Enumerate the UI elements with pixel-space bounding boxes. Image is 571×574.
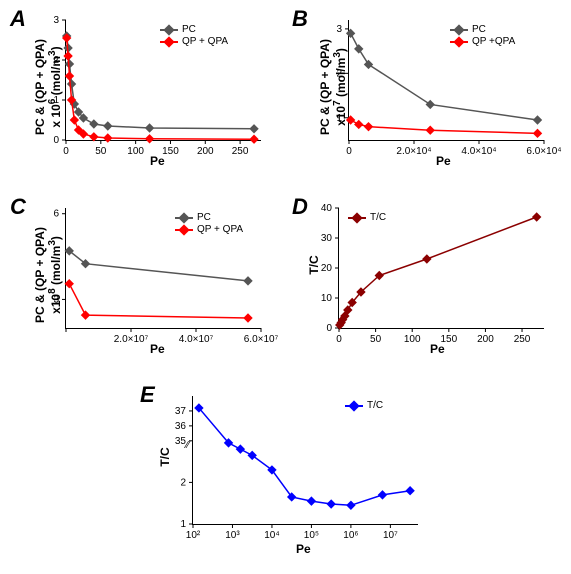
svg-text:100: 100 — [127, 146, 144, 157]
legend-d: T/C — [348, 212, 386, 224]
svg-text:2.0×10⁴: 2.0×10⁴ — [396, 146, 431, 157]
axis-break-icon: ⁄⁄ — [186, 440, 189, 451]
legend-a: PC QP + QPA — [160, 24, 228, 48]
panel-label-c: C — [10, 194, 26, 220]
xlabel-d: Pe — [430, 342, 445, 356]
ylabel-c: PC & (QP + QPA) x108 (mol/m3) — [33, 215, 63, 335]
svg-text:2.0×10⁷: 2.0×10⁷ — [114, 334, 149, 345]
legend-item-pc: PC — [160, 24, 228, 35]
panel-label-e: E — [140, 382, 155, 408]
svg-text:10⁵: 10⁵ — [304, 530, 319, 541]
legend-item-pc: PC — [175, 212, 243, 223]
series-d: 050100150200250010203040 — [339, 208, 544, 328]
legend-item-qp: QP + QPA — [160, 36, 228, 47]
panel-label-d: D — [292, 194, 308, 220]
svg-text:50: 50 — [95, 146, 107, 157]
svg-text:30: 30 — [321, 233, 333, 244]
svg-text:10⁶: 10⁶ — [343, 530, 358, 541]
panel-label-a: A — [10, 6, 26, 32]
xlabel-c: Pe — [150, 342, 165, 356]
diamond-icon — [345, 402, 363, 410]
svg-text:10⁷: 10⁷ — [383, 530, 398, 541]
svg-text:4.0×10⁷: 4.0×10⁷ — [179, 334, 214, 345]
svg-text:0: 0 — [326, 323, 332, 334]
ylabel-b: PC & (QP + QPA) x107 (mol/m3) — [318, 27, 348, 147]
legend-item-tc: T/C — [348, 212, 386, 223]
diamond-icon — [348, 214, 366, 222]
plot-area-d: 050100150200250010203040 — [338, 208, 544, 329]
legend-item-tc: T/C — [345, 400, 383, 411]
svg-text:6.0×10⁷: 6.0×10⁷ — [244, 334, 279, 345]
svg-text:10³: 10³ — [225, 530, 240, 541]
ylabel-d: T/C — [307, 245, 321, 285]
svg-text:200: 200 — [477, 334, 494, 345]
diamond-icon — [175, 226, 193, 234]
plot-area-e: 10²10³10⁴10⁵10⁶10⁷12353637 — [192, 396, 418, 525]
diamond-icon — [450, 38, 468, 46]
legend-e: T/C — [345, 400, 383, 412]
legend-b: PC QP +QPA — [450, 24, 515, 48]
diamond-icon — [175, 214, 193, 222]
diamond-icon — [160, 38, 178, 46]
svg-text:36: 36 — [175, 421, 187, 432]
svg-text:2: 2 — [180, 477, 186, 488]
svg-text:10: 10 — [321, 293, 333, 304]
svg-text:250: 250 — [232, 146, 249, 157]
diamond-icon — [450, 26, 468, 34]
svg-text:35: 35 — [175, 436, 187, 447]
ylabel-e: T/C — [158, 437, 172, 477]
svg-text:0: 0 — [346, 146, 352, 157]
svg-text:0: 0 — [336, 334, 342, 345]
legend-item-qp: QP + QPA — [175, 224, 243, 235]
svg-text:10²: 10² — [186, 530, 201, 541]
xlabel-b: Pe — [436, 154, 451, 168]
svg-text:250: 250 — [514, 334, 531, 345]
svg-text:200: 200 — [197, 146, 214, 157]
figure-container: A 0501001502002500123 PC & (QP + QPA) x … — [0, 0, 571, 574]
xlabel-e: Pe — [296, 542, 311, 556]
svg-text:40: 40 — [321, 203, 333, 214]
svg-text:10⁴: 10⁴ — [264, 530, 279, 541]
legend-item-pc: PC — [450, 24, 515, 35]
diamond-icon — [160, 26, 178, 34]
panel-label-b: B — [292, 6, 308, 32]
svg-text:37: 37 — [175, 406, 187, 417]
ylabel-a: PC & (QP + QPA) x 106 (mol/m3) — [33, 27, 63, 147]
legend-c: PC QP + QPA — [175, 212, 243, 236]
svg-text:20: 20 — [321, 263, 333, 274]
series-e: 10²10³10⁴10⁵10⁶10⁷12353637 — [193, 396, 418, 524]
svg-text:4.0×10⁴: 4.0×10⁴ — [461, 146, 496, 157]
svg-text:1: 1 — [180, 519, 186, 530]
svg-text:3: 3 — [53, 15, 59, 26]
svg-text:6.0×10⁴: 6.0×10⁴ — [526, 146, 561, 157]
legend-item-qp: QP +QPA — [450, 36, 515, 47]
svg-text:100: 100 — [404, 334, 421, 345]
xlabel-a: Pe — [150, 154, 165, 168]
svg-text:0: 0 — [63, 146, 69, 157]
svg-text:50: 50 — [370, 334, 382, 345]
